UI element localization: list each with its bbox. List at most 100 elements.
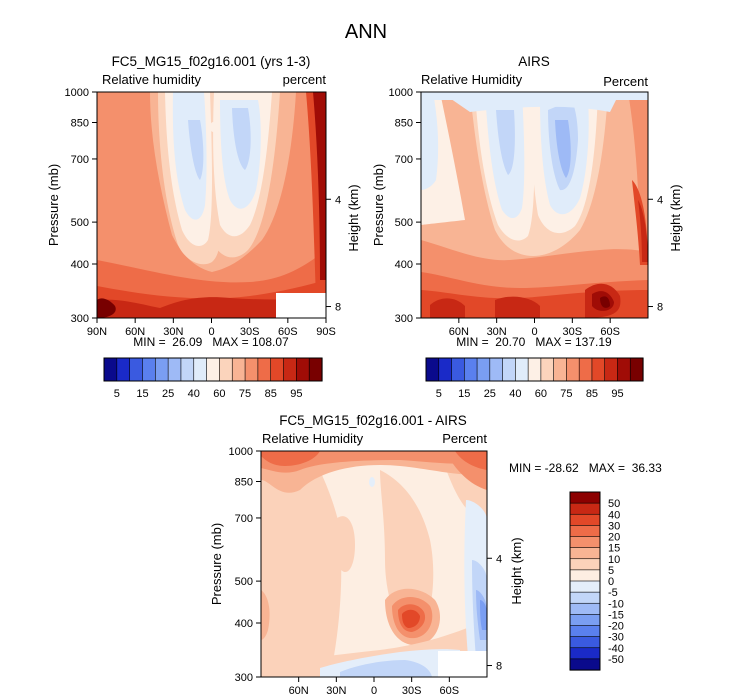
- colorbar-swatch: [116, 357, 131, 382]
- colorbar-swatch: [527, 357, 542, 382]
- panel-diff-ylabel: Pressure (mb): [209, 523, 224, 605]
- x-tick-label: 30N: [163, 326, 183, 338]
- colorbar-swatch: [569, 569, 601, 582]
- x-tick-label: 0: [531, 326, 537, 338]
- colorbar-swatch: [569, 502, 601, 515]
- y-tick-label: 850: [71, 118, 89, 130]
- height-tick-label: 8: [335, 302, 341, 314]
- panel-diff-contours: [261, 451, 487, 677]
- panel-model-ylabel: Pressure (mb): [46, 164, 61, 246]
- colorbar-swatch: [451, 357, 465, 382]
- colorbar-swatch: [569, 636, 601, 649]
- panel-model-title: FC5_MG15_f02g16.001 (yrs 1-3): [112, 54, 311, 69]
- panel-model: FC5_MG15_f02g16.001 (yrs 1-3) Relative h…: [46, 54, 361, 400]
- figure-title: ANN: [345, 21, 387, 43]
- colorbar-label: -10: [608, 598, 624, 610]
- y-tick-label: 400: [235, 618, 253, 630]
- colorbar-swatch: [502, 357, 516, 382]
- panel-model-stats: MIN = 26.09 MAX = 108.07: [133, 335, 289, 349]
- y-tick-label: 700: [395, 154, 413, 166]
- colorbar-swatch: [569, 647, 601, 660]
- y-tick-label: 500: [395, 217, 413, 229]
- y-tick-label: 400: [395, 259, 413, 271]
- y-tick-label: 500: [235, 576, 253, 588]
- height-tick-label: 8: [657, 302, 663, 314]
- x-tick-label: 30S: [240, 326, 260, 338]
- colorbar-label: 25: [484, 388, 496, 400]
- panel-model-colorbar: 5 15 25 40 60 75 85 95: [103, 357, 323, 400]
- y-tick-label: 700: [235, 513, 253, 525]
- colorbar-frame: [425, 357, 644, 382]
- colorbar-swatch: [569, 491, 601, 504]
- colorbar-label: 40: [188, 388, 200, 400]
- y-tick-label: 300: [395, 313, 413, 325]
- colorbar-swatch: [244, 357, 259, 382]
- colorbar-swatch: [569, 625, 601, 638]
- x-tick-label: 30N: [326, 685, 346, 697]
- colorbar-swatch: [569, 513, 601, 526]
- x-tick-label: 0: [371, 685, 377, 697]
- colorbar-swatch: [257, 357, 272, 382]
- colorbar-label: 75: [560, 388, 572, 400]
- y-tick-label: 400: [71, 259, 89, 271]
- panel-diff-ylabel-right: Height (km): [509, 537, 524, 604]
- colorbar-swatch: [425, 357, 440, 382]
- colorbar-swatch: [154, 357, 169, 382]
- x-tick-label: 90S: [316, 326, 336, 338]
- colorbar-swatch: [308, 357, 323, 382]
- colorbar-swatch: [617, 357, 631, 382]
- colorbar-swatch: [142, 357, 156, 382]
- colorbar-label: 60: [213, 388, 225, 400]
- height-tick-label: 4: [657, 194, 663, 206]
- y-tick-label: 1000: [65, 87, 89, 99]
- height-tick-label: 4: [496, 553, 502, 565]
- y-tick-label: 700: [71, 154, 89, 166]
- colorbar-label: 40: [509, 388, 521, 400]
- panel-obs-title: AIRS: [518, 54, 550, 69]
- y-tick-label: 500: [71, 217, 89, 229]
- colorbar-label: 85: [265, 388, 277, 400]
- x-tick-label: 60N: [289, 685, 309, 697]
- panel-diff-stats: MIN = -28.62 MAX = 36.33: [509, 461, 662, 475]
- colorbar-swatch: [566, 357, 580, 382]
- y-tick-label: 850: [235, 477, 253, 489]
- colorbar-swatch: [296, 357, 310, 382]
- colorbar-swatch: [604, 357, 619, 382]
- colorbar-label: 0: [608, 576, 614, 588]
- colorbar-label: 5: [114, 388, 120, 400]
- x-tick-label: 30N: [487, 326, 507, 338]
- y-tick-label: 300: [71, 313, 89, 325]
- panel-obs-right-label: Percent: [603, 74, 648, 89]
- panel-diff: FC5_MG15_f02g16.001 - AIRS Relative Humi…: [209, 413, 662, 697]
- colorbar-swatch: [569, 658, 601, 671]
- panel-diff-title: FC5_MG15_f02g16.001 - AIRS: [279, 413, 467, 428]
- x-tick-label: 60N: [125, 326, 145, 338]
- panel-obs-colorbar: 5 15 25 40 60 75 85 95: [425, 357, 644, 400]
- colorbar-swatch: [569, 614, 601, 627]
- colorbar-swatch: [476, 357, 491, 382]
- y-tick-label: 300: [235, 672, 253, 684]
- colorbar-label: -20: [608, 621, 624, 633]
- colorbar-label: 25: [162, 388, 174, 400]
- colorbar-label: 15: [608, 543, 620, 555]
- colorbar-label: 95: [290, 388, 302, 400]
- colorbar-swatch: [463, 357, 478, 382]
- colorbar-swatch: [569, 602, 601, 615]
- panel-obs-ylabel-right: Height (km): [668, 184, 683, 251]
- colorbar-label: 75: [239, 388, 251, 400]
- colorbar-swatch: [206, 357, 221, 382]
- colorbar-label: 85: [586, 388, 598, 400]
- colorbar-swatch: [569, 558, 601, 571]
- x-tick-label: 60N: [449, 326, 469, 338]
- panel-obs-stats: MIN = 20.70 MAX = 137.19: [456, 335, 612, 349]
- y-tick-label: 1000: [389, 87, 413, 99]
- panel-obs-ylabel: Pressure (mb): [371, 164, 386, 246]
- panel-diff-right-label: Percent: [442, 431, 487, 446]
- colorbar-swatch: [515, 357, 529, 382]
- colorbar-swatch: [489, 357, 504, 382]
- colorbar-swatch: [553, 357, 568, 382]
- colorbar-label: 40: [608, 509, 620, 521]
- colorbar-swatch: [569, 536, 601, 549]
